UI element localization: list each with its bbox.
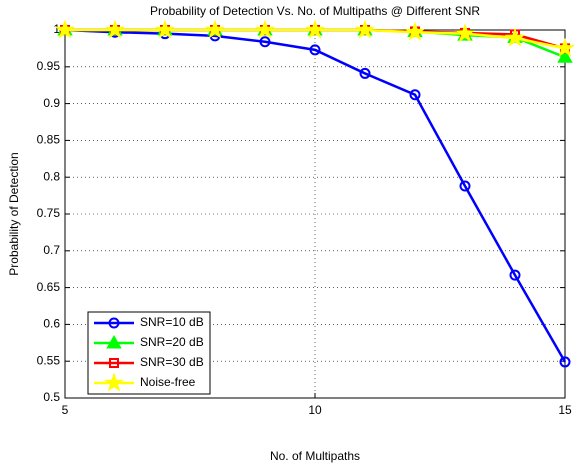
y-tick-label: 0.65	[37, 280, 61, 294]
legend-marker	[109, 358, 119, 368]
y-tick-label: 0.55	[37, 353, 61, 367]
marker	[454, 23, 476, 43]
x-axis-label: No. of Multipaths	[270, 449, 360, 463]
y-tick-label: 0.8	[43, 169, 60, 183]
marker	[459, 180, 471, 192]
y-tick-label: 0.9	[43, 96, 60, 110]
marker	[259, 36, 271, 48]
marker	[309, 44, 321, 56]
marker	[354, 19, 376, 39]
marker	[557, 49, 573, 63]
marker	[204, 19, 226, 39]
legend-marker	[106, 334, 122, 349]
y-tick-label: 0.85	[37, 133, 61, 147]
marker	[559, 356, 571, 368]
marker	[404, 21, 426, 41]
x-tick-label: 15	[558, 403, 572, 417]
legend-label: SNR=30 dB	[140, 355, 204, 369]
y-tick-label: 0.5	[43, 390, 60, 404]
x-tick-label: 10	[308, 403, 322, 417]
y-tick-label: 0.95	[37, 59, 61, 73]
chart-title: Probability of Detection Vs. No. of Mult…	[150, 4, 480, 18]
marker	[409, 89, 421, 101]
y-tick-label: 0.7	[43, 243, 60, 257]
marker	[154, 19, 176, 39]
y-tick-label: 1	[53, 22, 60, 36]
legend-label: SNR=20 dB	[140, 335, 204, 349]
marker	[359, 67, 371, 79]
y-tick-label: 0.75	[37, 206, 61, 220]
legend-marker	[108, 317, 120, 329]
marker	[554, 37, 574, 57]
marker	[304, 19, 326, 39]
marker	[509, 269, 521, 281]
x-tick-label: 5	[62, 403, 69, 417]
legend-label: SNR=10 dB	[140, 315, 204, 329]
legend-label: Noise-free	[140, 375, 196, 389]
legend-marker	[103, 372, 125, 392]
y-axis-label: Probability of Detection	[7, 152, 21, 275]
marker	[504, 27, 526, 47]
marker	[254, 19, 276, 39]
marker	[54, 19, 76, 39]
series-line	[64, 28, 567, 363]
y-tick-label: 0.6	[43, 317, 60, 331]
marker	[104, 19, 126, 39]
